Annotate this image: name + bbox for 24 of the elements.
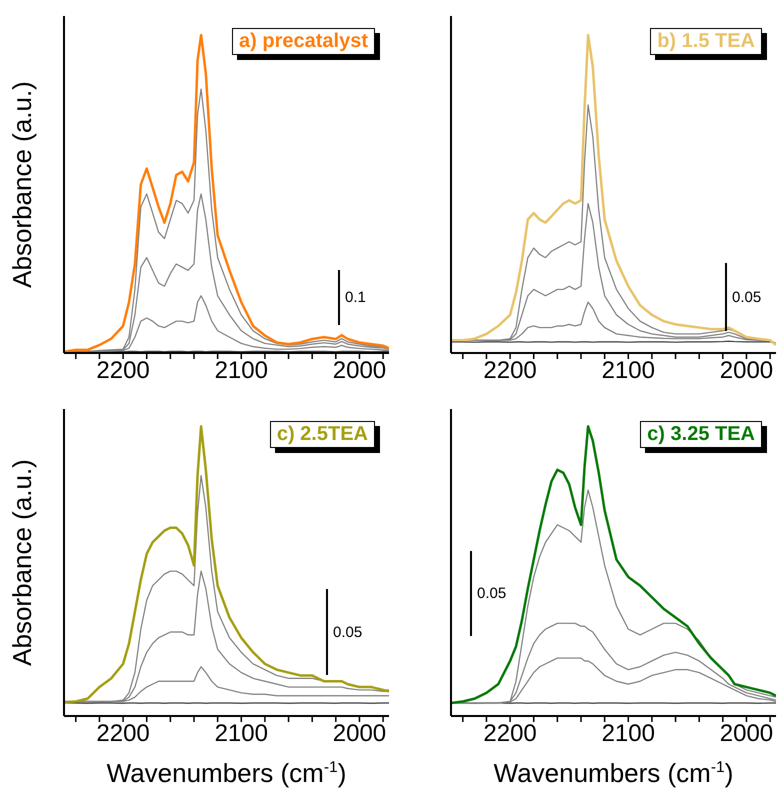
y-axis-title: Absorbance (a.u.) — [7, 459, 38, 666]
x-tick-label: 2000 — [332, 357, 386, 384]
x-tick-label: 2000 — [332, 720, 386, 748]
x-tick-label: 2200 — [96, 357, 150, 384]
x-tick-label: 2100 — [214, 720, 268, 748]
x-tick-label: 2200 — [96, 720, 150, 748]
x-tick-label: 2200 — [483, 357, 537, 384]
chart-title: c) 3.25 TEA — [640, 421, 762, 448]
x-tick-label: 2000 — [720, 720, 774, 748]
x-tick-label: 2100 — [214, 357, 268, 384]
x-tick-label: 2100 — [602, 720, 655, 748]
annotation: 0.05 — [732, 288, 762, 306]
x-axis-title: Wavenumbers (cm$^{-1}$) — [106, 758, 346, 788]
chart-title: b) 1.5 TEA — [650, 28, 762, 55]
y-axis-title: Absorbance (a.u.) — [7, 81, 38, 288]
x-axis-title: Wavenumbers (cm$^{-1}$) — [494, 758, 734, 788]
chart-title: a) precatalyst — [232, 28, 375, 55]
annotation: 0.05 — [477, 585, 506, 602]
x-tick-label: 2000 — [720, 357, 774, 384]
x-tick-label: 2100 — [602, 357, 655, 384]
x-tick-label: 2200 — [483, 720, 537, 748]
annotation: 0.05 — [333, 624, 362, 640]
chart-title: c) 2.5TEA — [270, 421, 375, 448]
annotation: 0.1 — [345, 289, 366, 306]
